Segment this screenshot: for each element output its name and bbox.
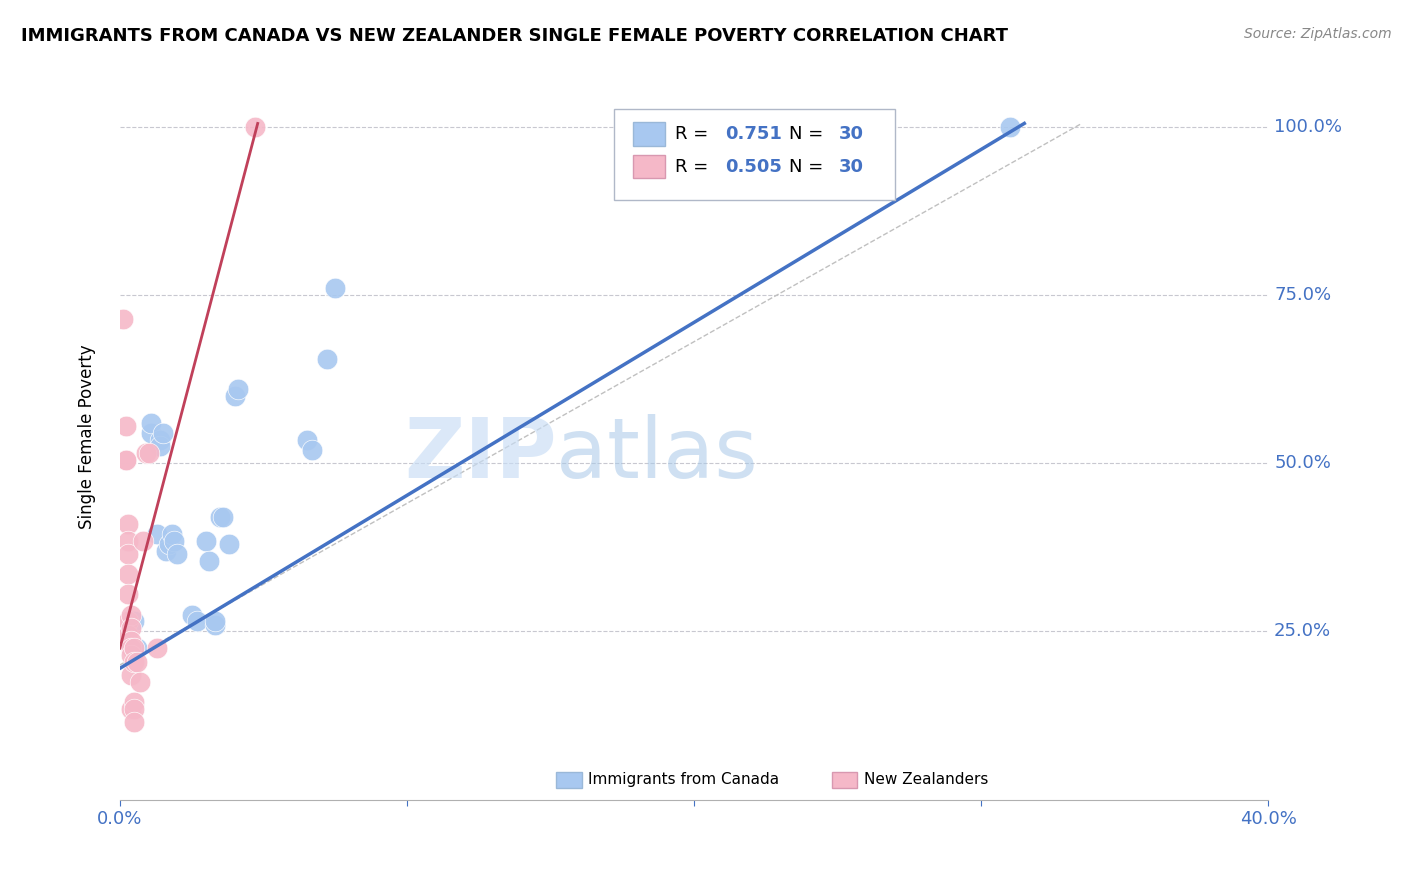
Point [120,648,142,662]
Point [120,641,142,656]
Point [122,655,145,669]
Point [157,537,180,551]
Point [111,311,134,326]
Point [120,607,142,622]
Text: 50.0%: 50.0% [1274,454,1331,472]
Point [122,715,145,730]
Text: R =: R = [675,158,714,176]
Point [127,641,149,656]
Point [114,452,136,467]
Text: Immigrants from Canada: Immigrants from Canada [589,772,779,788]
Point [315,351,337,366]
Point [218,537,240,551]
Point [120,621,142,635]
Point [114,419,136,434]
Point [117,614,139,628]
Point [198,554,221,568]
Bar [557,772,582,788]
Point [146,526,169,541]
Point [117,547,139,561]
Point [226,382,249,396]
Point [117,628,139,642]
Text: 30: 30 [839,125,863,143]
Point [146,641,169,656]
Point [998,120,1021,134]
Point [114,452,136,467]
Point [141,416,163,430]
Point [129,674,152,689]
Point [117,533,139,548]
Text: 100.0%: 100.0% [1274,118,1343,136]
Point [122,695,145,709]
Point [117,567,139,582]
Point [160,526,183,541]
Point [166,547,188,561]
Point [135,446,157,460]
Point [180,607,202,622]
Text: IMMIGRANTS FROM CANADA VS NEW ZEALANDER SINGLE FEMALE POVERTY CORRELATION CHART: IMMIGRANTS FROM CANADA VS NEW ZEALANDER … [21,27,1008,45]
Point [755,136,778,151]
Point [141,425,163,440]
Point [127,655,149,669]
Text: New Zealanders: New Zealanders [865,772,988,788]
Point [212,510,235,524]
FancyBboxPatch shape [614,110,896,200]
Bar [633,122,665,145]
Point [149,439,172,453]
Point [295,433,318,447]
Bar [633,155,665,178]
Text: 0.751: 0.751 [725,125,782,143]
Text: N =: N = [789,158,830,176]
Text: ZIP: ZIP [404,414,557,495]
Bar [832,772,858,788]
Point [195,533,218,548]
Text: Source: ZipAtlas.com: Source: ZipAtlas.com [1244,27,1392,41]
Text: 30: 30 [839,158,863,176]
Point [224,389,246,403]
Point [323,281,346,295]
Point [120,702,142,716]
Point [122,702,145,716]
Point [120,634,142,648]
Text: 25.0%: 25.0% [1274,623,1331,640]
Point [243,120,266,134]
Text: N =: N = [789,125,830,143]
Point [132,533,155,548]
Point [120,668,142,682]
Point [117,587,139,601]
Text: R =: R = [675,125,714,143]
Point [163,533,186,548]
Text: atlas: atlas [557,414,758,495]
Point [152,425,174,440]
Point [138,446,160,460]
Text: 0.505: 0.505 [725,158,782,176]
Point [122,641,145,656]
Point [204,617,226,632]
Point [204,614,226,628]
Point [122,614,145,628]
Point [301,442,323,457]
Point [117,516,139,531]
Point [186,614,208,628]
Point [209,510,232,524]
Point [155,543,177,558]
Y-axis label: Single Female Poverty: Single Female Poverty [79,344,96,529]
Point [149,433,172,447]
Text: 75.0%: 75.0% [1274,286,1331,304]
